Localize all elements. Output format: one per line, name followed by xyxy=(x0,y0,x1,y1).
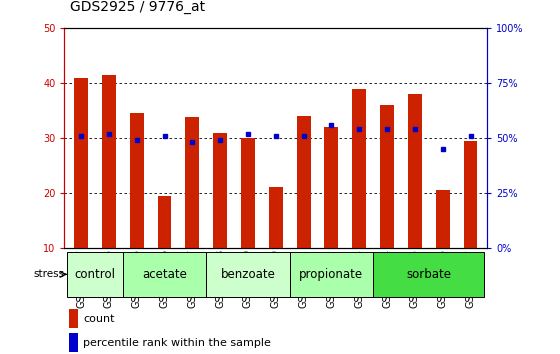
Text: control: control xyxy=(74,268,115,281)
Bar xyxy=(352,88,366,248)
Bar xyxy=(373,252,484,297)
Text: stress: stress xyxy=(33,269,64,279)
Text: sorbate: sorbate xyxy=(407,268,451,281)
Bar xyxy=(206,252,290,297)
Bar xyxy=(213,132,227,248)
Bar xyxy=(464,141,478,248)
Bar xyxy=(67,252,123,297)
Text: GDS2925 / 9776_at: GDS2925 / 9776_at xyxy=(70,0,205,14)
Bar xyxy=(297,116,311,248)
Bar xyxy=(324,127,338,248)
Bar xyxy=(157,196,171,248)
Bar xyxy=(69,309,78,328)
Bar xyxy=(436,190,450,248)
Text: count: count xyxy=(83,314,115,324)
Bar xyxy=(290,252,373,297)
Text: percentile rank within the sample: percentile rank within the sample xyxy=(83,338,271,348)
Bar xyxy=(69,333,78,352)
Text: benzoate: benzoate xyxy=(221,268,276,281)
Bar xyxy=(269,188,283,248)
Bar xyxy=(123,252,206,297)
Bar xyxy=(102,75,116,248)
Bar xyxy=(185,117,199,248)
Bar xyxy=(380,105,394,248)
Bar xyxy=(241,138,255,248)
Bar xyxy=(74,78,88,248)
Text: propionate: propionate xyxy=(300,268,363,281)
Text: acetate: acetate xyxy=(142,268,187,281)
Bar xyxy=(130,113,144,248)
Bar xyxy=(408,94,422,248)
